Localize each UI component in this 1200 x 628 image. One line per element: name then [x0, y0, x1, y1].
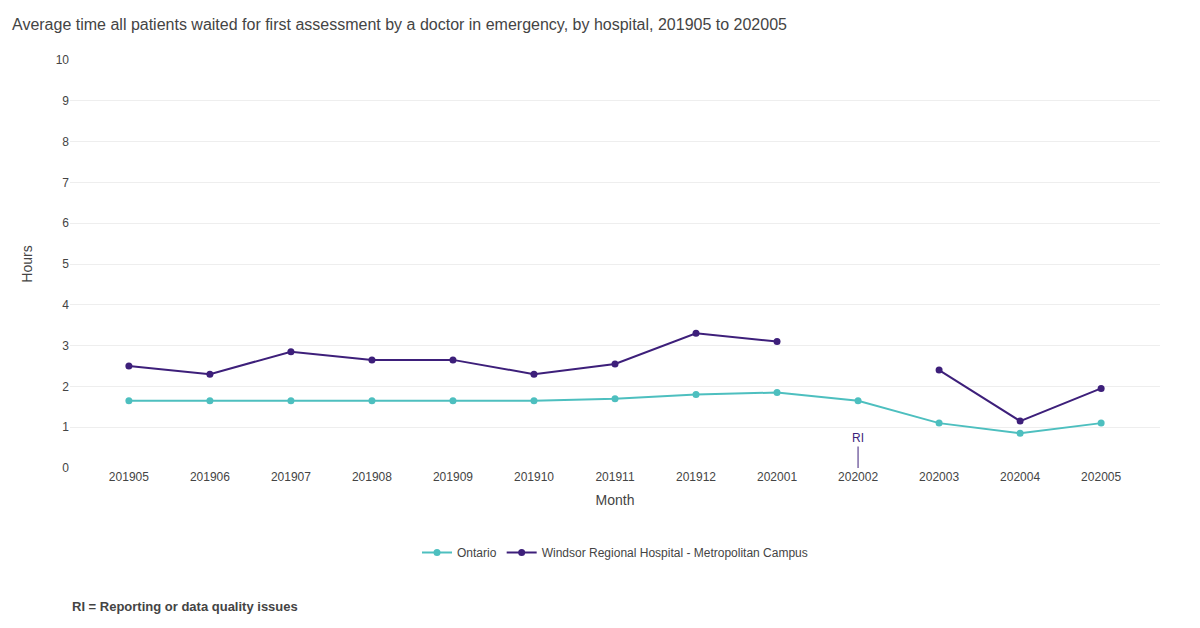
svg-text:201910: 201910: [514, 470, 554, 484]
svg-text:1: 1: [62, 420, 69, 434]
svg-text:201909: 201909: [433, 470, 473, 484]
svg-text:3: 3: [62, 339, 69, 353]
svg-text:6: 6: [62, 216, 69, 230]
svg-text:202003: 202003: [919, 470, 959, 484]
svg-text:201908: 201908: [352, 470, 392, 484]
svg-text:2: 2: [62, 380, 69, 394]
svg-text:9: 9: [62, 94, 69, 108]
svg-text:4: 4: [62, 298, 69, 312]
svg-text:Hours: Hours: [19, 245, 35, 282]
svg-text:201906: 201906: [190, 470, 230, 484]
svg-text:Windsor Regional Hospital - Me: Windsor Regional Hospital - Metropolitan…: [542, 546, 808, 560]
svg-text:202004: 202004: [1000, 470, 1040, 484]
svg-text:202005: 202005: [1081, 470, 1121, 484]
svg-text:201912: 201912: [676, 470, 716, 484]
svg-text:5: 5: [62, 257, 69, 271]
svg-text:7: 7: [62, 176, 69, 190]
svg-text:202002: 202002: [838, 470, 878, 484]
svg-text:RI = Reporting or data quality: RI = Reporting or data quality issues: [72, 599, 298, 614]
svg-text:Ontario: Ontario: [457, 546, 497, 560]
svg-text:10: 10: [56, 53, 70, 67]
svg-text:RI: RI: [852, 431, 864, 445]
svg-text:201911: 201911: [595, 470, 634, 484]
svg-text:0: 0: [62, 461, 69, 475]
svg-text:202001: 202001: [757, 470, 797, 484]
svg-text:Average time all patients wait: Average time all patients waited for fir…: [12, 16, 787, 33]
svg-text:8: 8: [62, 135, 69, 149]
svg-text:201907: 201907: [271, 470, 311, 484]
svg-text:Month: Month: [596, 492, 635, 508]
svg-text:201905: 201905: [109, 470, 149, 484]
